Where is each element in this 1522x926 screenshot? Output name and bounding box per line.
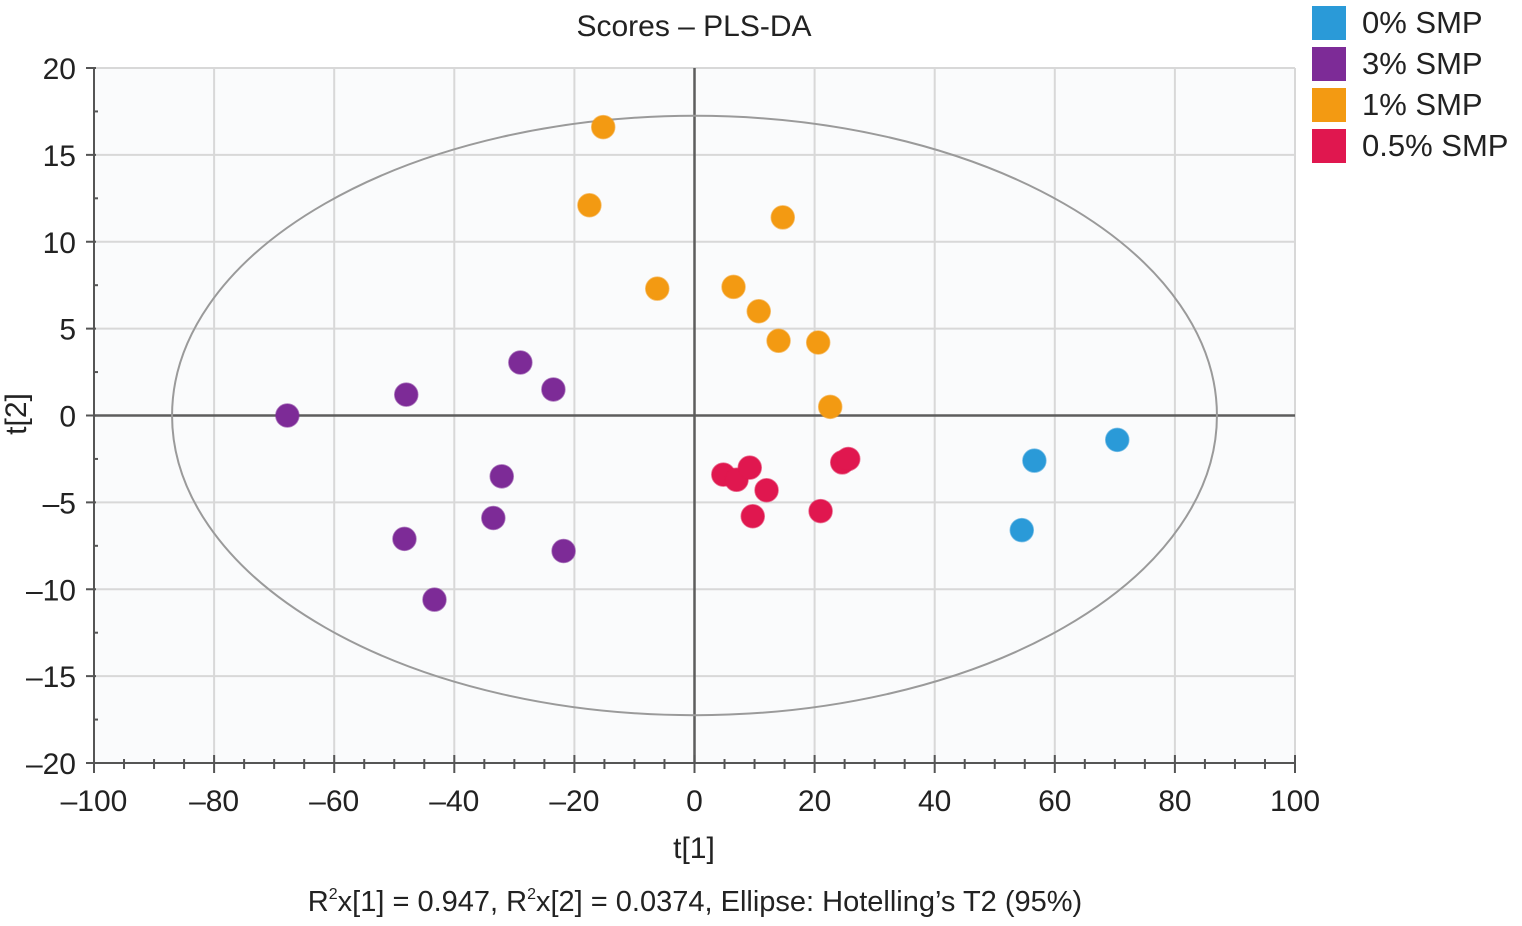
data-point: [817, 394, 843, 420]
x-tick-label: 0: [686, 785, 703, 818]
x-tick-label: 20: [798, 785, 831, 818]
data-point: [481, 505, 506, 531]
x-tick-label: 40: [918, 785, 951, 818]
legend-item: 1% SMP: [1312, 84, 1508, 125]
x-tick-label: –40: [429, 785, 479, 818]
data-point: [721, 274, 746, 300]
r2x2-text: x[2] = 0.0374, Ellipse: Hotelling’s T2 (…: [536, 886, 1083, 918]
legend-label: 3% SMP: [1362, 45, 1483, 81]
hotelling-ellipse-layer: [171, 114, 1218, 717]
x-axis-label: t[1]: [673, 832, 715, 865]
y-tick-label: 0: [59, 401, 76, 434]
data-point: [645, 276, 670, 301]
legend-label: 0.5% SMP: [1362, 127, 1509, 163]
data-point: [577, 193, 602, 218]
r2x1-superscript: 2: [328, 886, 338, 903]
data-point: [1022, 448, 1047, 473]
legend-swatch: [1312, 128, 1346, 163]
data-point: [766, 328, 791, 354]
data-point: [392, 526, 417, 552]
r2x1-prefix: R: [307, 886, 329, 918]
data-point: [394, 382, 419, 407]
x-tick-label: 60: [1038, 785, 1071, 818]
data-point: [808, 498, 833, 524]
y-tick-label: –15: [26, 661, 76, 694]
data-point: [1105, 427, 1130, 453]
data-point: [835, 446, 861, 472]
r2x2-superscript: 2: [527, 886, 536, 903]
legend-swatch: [1312, 87, 1346, 122]
legend-item: 0% SMP: [1312, 2, 1508, 43]
data-point: [737, 455, 762, 480]
y-tick-label: 10: [43, 227, 76, 260]
data-points: [275, 114, 1130, 612]
legend-item: 0.5% SMP: [1312, 125, 1508, 166]
data-point: [508, 350, 533, 375]
x-tick-labels: –100 –80 –60 –40 –20 0 20 40 60 80 100: [61, 785, 1320, 818]
x-tick-label: –80: [189, 785, 239, 818]
r2x2-prefix: R: [506, 886, 528, 918]
data-point: [740, 504, 765, 529]
data-point: [590, 114, 616, 140]
data-point: [275, 403, 300, 428]
legend-label: 1% SMP: [1362, 86, 1483, 122]
data-point: [770, 205, 796, 230]
data-point: [805, 330, 831, 355]
footer-annotation: R2x[1] = 0.947, R2x[2] = 0.0374, Ellipse…: [0, 886, 1390, 919]
x-tick-label: –100: [61, 785, 128, 818]
x-tick-label: 100: [1270, 785, 1320, 818]
legend-item: 3% SMP: [1312, 43, 1508, 84]
y-tick-label: –10: [26, 574, 76, 607]
chart-title: Scores – PLS-DA: [576, 10, 811, 43]
x-tick-label: –20: [549, 785, 599, 818]
data-point: [541, 377, 566, 402]
data-point: [551, 538, 576, 564]
y-axis-label: t[2]: [0, 393, 33, 435]
y-tick-labels: 20 15 10 5 0 –5 –10 –15 –20: [26, 53, 76, 781]
data-point: [1009, 517, 1035, 543]
data-point: [754, 477, 779, 503]
legend-swatch: [1312, 5, 1346, 40]
x-tick-label: 80: [1158, 785, 1191, 818]
legend-swatch: [1312, 46, 1346, 81]
r2x1-text: x[1] = 0.947,: [337, 886, 507, 918]
data-point: [489, 464, 514, 489]
y-tick-label: 20: [43, 53, 76, 86]
y-tick-label: –5: [43, 487, 76, 520]
hotelling-ellipse: [171, 114, 1218, 717]
y-tick-label: 5: [59, 314, 76, 347]
y-tick-label: –20: [26, 748, 76, 781]
y-tick-label: 15: [43, 140, 76, 173]
data-point: [746, 299, 772, 324]
legend-label: 0% SMP: [1362, 4, 1483, 40]
x-tick-label: –60: [309, 785, 359, 818]
data-point: [422, 587, 447, 612]
legend: 0% SMP 3% SMP 1% SMP 0.5% SMP: [1312, 2, 1508, 166]
